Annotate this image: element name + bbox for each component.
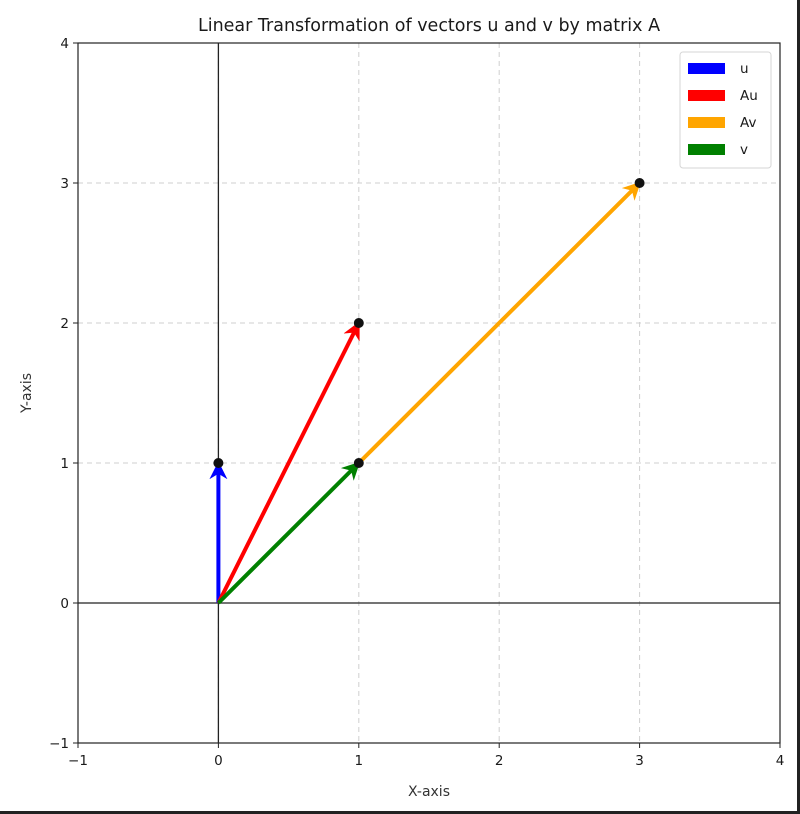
legend-swatch-au [688,90,725,101]
y-axis-label: Y-axis [19,373,35,414]
y-axis-ticks: −1 0 1 2 3 4 [49,36,78,752]
x-tick-label: 0 [214,753,223,769]
x-axis-ticks: −1 0 1 2 3 4 [68,743,784,769]
vector-av [357,181,642,465]
legend-label-u: u [740,61,749,77]
legend-swatch-av [688,117,725,128]
endpoint-dot [353,318,364,328]
legend-swatch-u [688,63,725,74]
x-tick-label: 3 [635,753,644,769]
y-tick-label: −1 [49,736,69,752]
vectors [209,181,642,605]
legend-label-au: Au [740,88,758,104]
chart-title: Linear Transformation of vectors u and v… [198,16,660,36]
legend-box [679,51,772,169]
legend-swatch-v [688,144,725,155]
legend: u Au Av v [679,51,772,169]
plot-area-border [77,42,781,744]
endpoint-dot [353,458,364,468]
vector-v [216,461,361,605]
x-tick-label: 4 [776,753,785,769]
y-tick-label: 2 [60,316,69,332]
x-tick-label: 2 [495,753,504,769]
legend-label-av: Av [740,115,756,131]
y-tick-label: 1 [60,456,69,472]
y-tick-label: 0 [60,596,69,612]
y-tick-label: 4 [60,36,69,52]
legend-label-v: v [740,142,748,158]
zero-axes [78,43,780,743]
y-tick-label: 3 [60,176,69,192]
vector-au [216,321,361,604]
endpoint-markers [213,178,645,468]
x-tick-label: 1 [355,753,364,769]
endpoint-dot [634,178,645,188]
x-tick-label: −1 [68,753,88,769]
endpoint-dot [213,458,224,468]
x-axis-label: X-axis [408,784,450,800]
